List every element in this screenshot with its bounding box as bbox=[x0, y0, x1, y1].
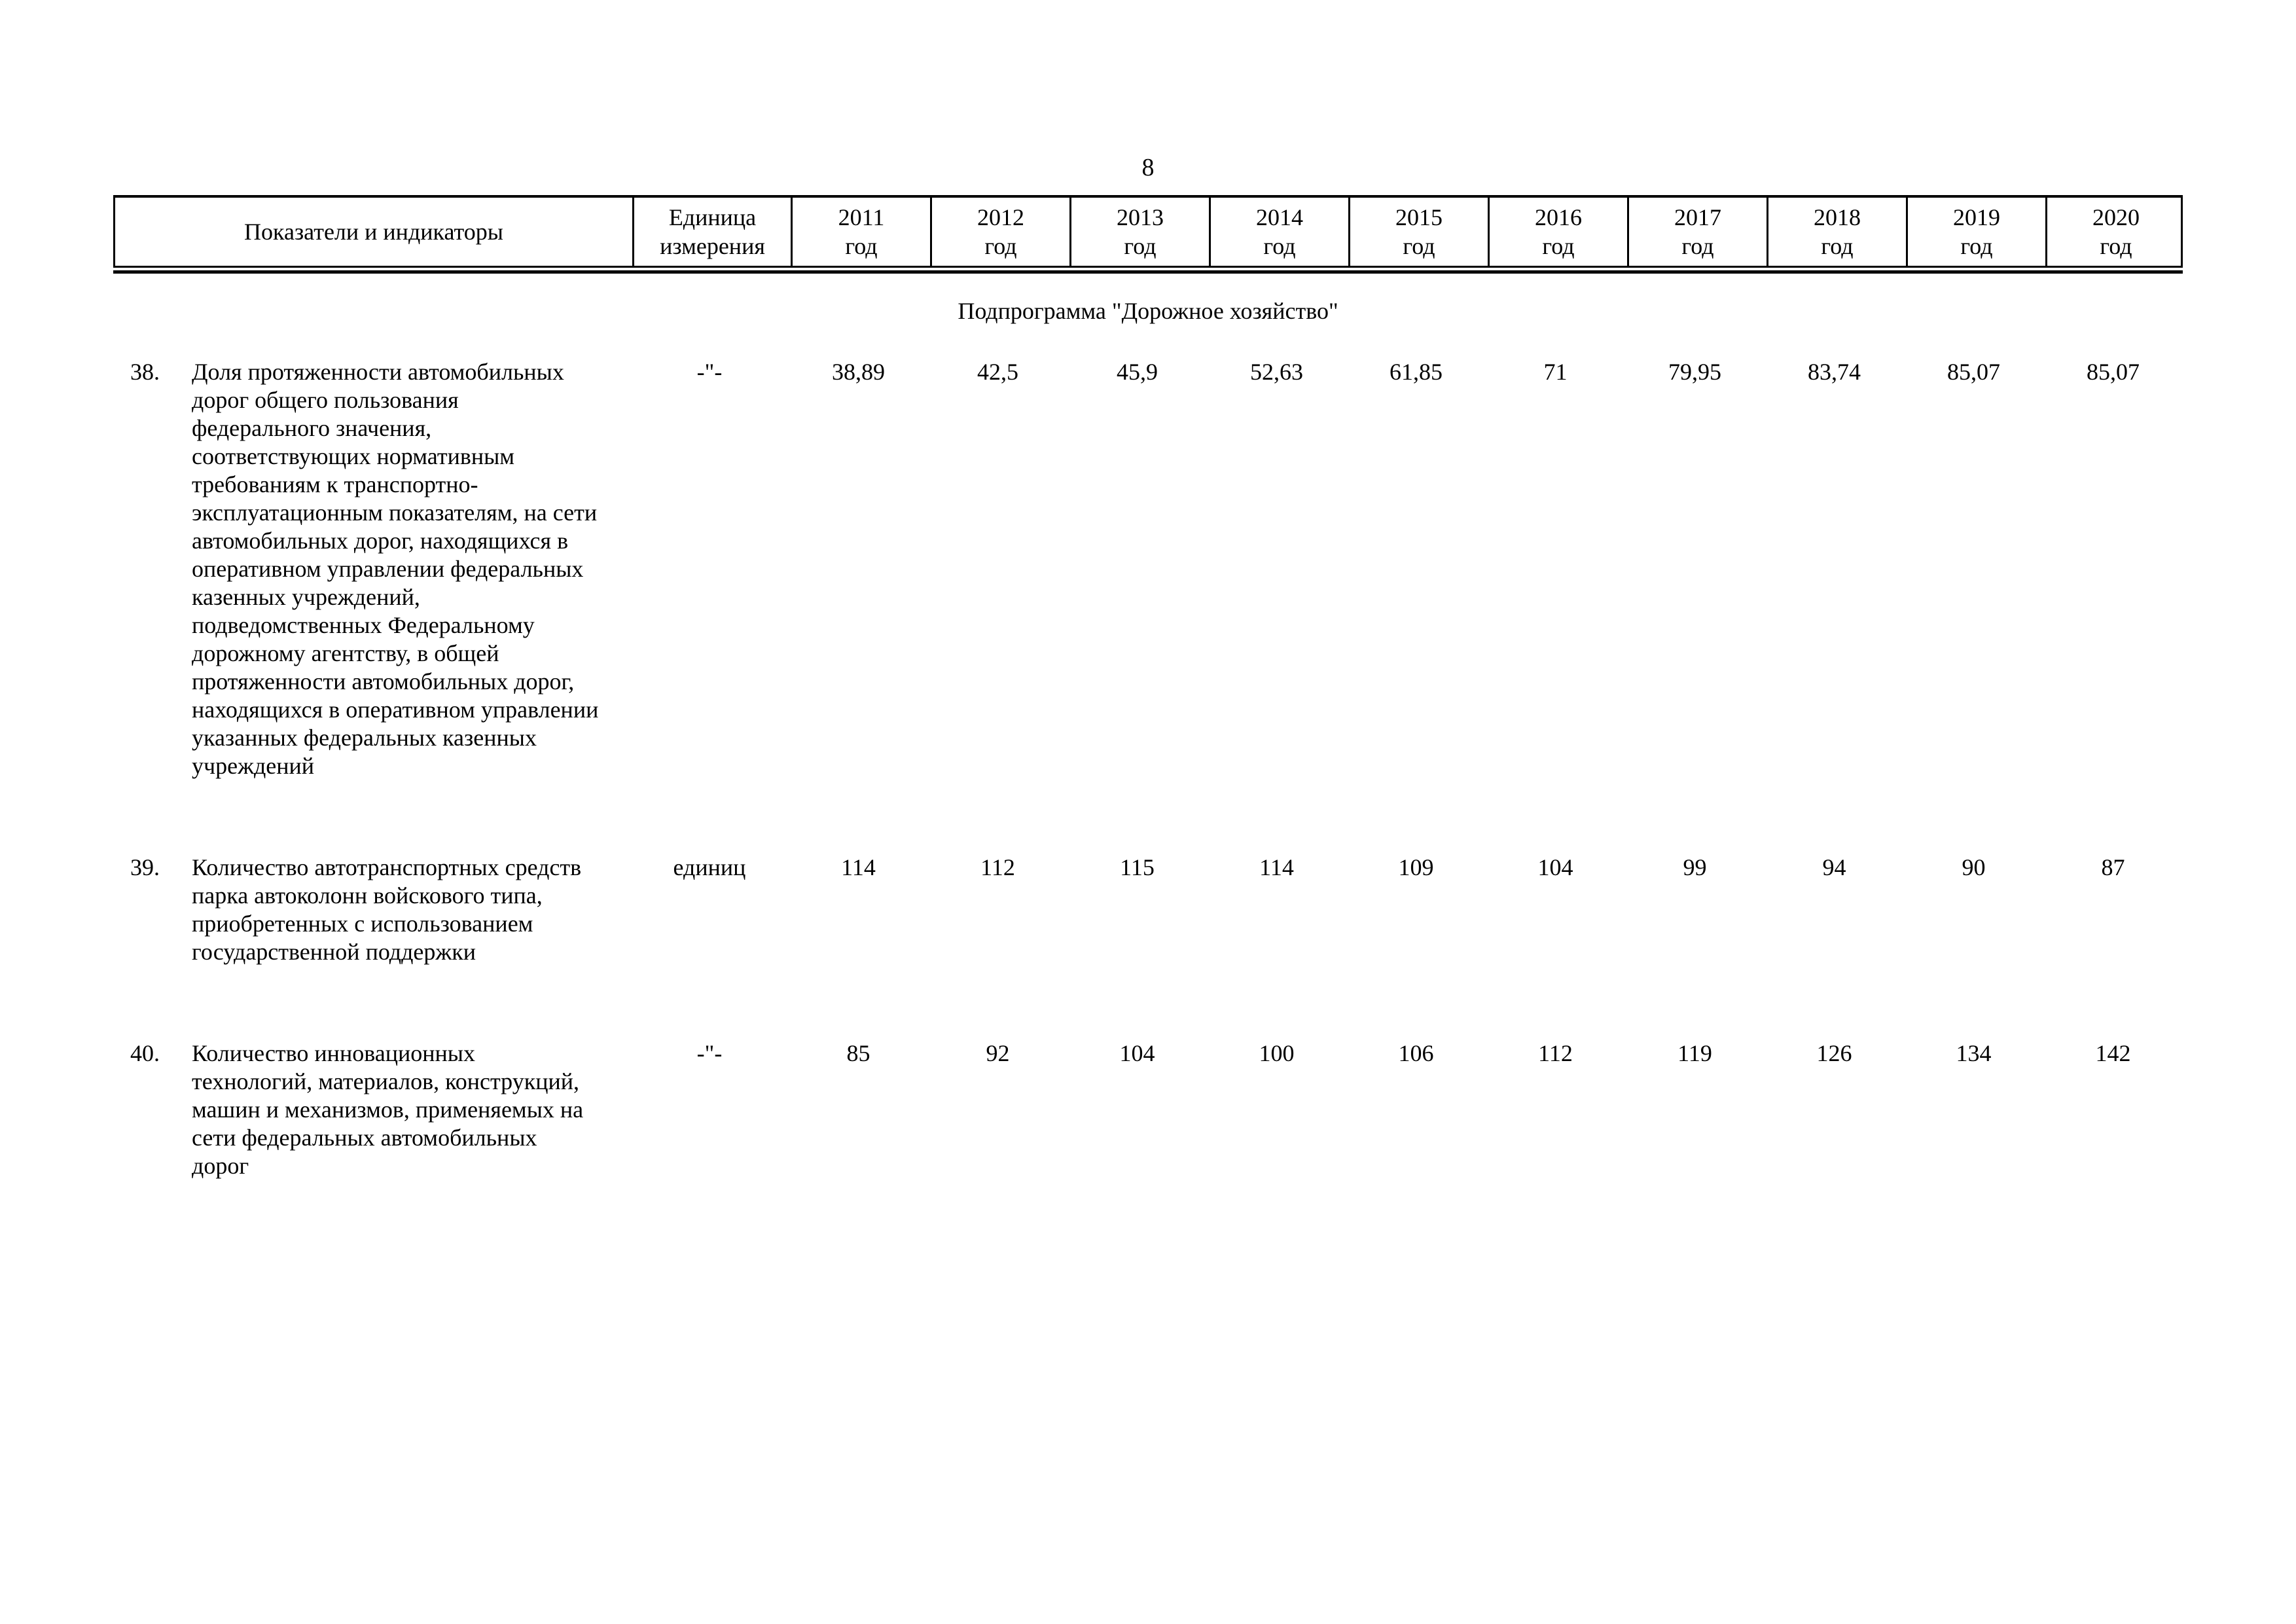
year-suffix: год bbox=[1263, 233, 1296, 259]
indicator-cell: 39. Количество автотранспортных средств … bbox=[113, 854, 630, 966]
year-suffix: год bbox=[2100, 233, 2132, 259]
value-2016: 112 bbox=[1538, 1040, 1573, 1066]
year-label: 2018 bbox=[1814, 204, 1861, 230]
year-suffix: год bbox=[1681, 233, 1714, 259]
value-2019: 90 bbox=[1962, 854, 1986, 880]
table-row: 39. Количество автотранспортных средств … bbox=[113, 854, 2183, 966]
year-label: 2011 bbox=[838, 204, 885, 230]
value-2014: 52,63 bbox=[1250, 359, 1303, 385]
row-number: 38. bbox=[130, 359, 160, 385]
header-unit-line1: Единица bbox=[668, 204, 757, 230]
year-suffix: год bbox=[1821, 233, 1854, 259]
value-2020: 85,07 bbox=[2087, 359, 2140, 385]
header-year-2019: 2019 год bbox=[1906, 198, 2045, 266]
value-2012: 42,5 bbox=[977, 359, 1018, 385]
value-2011: 38,89 bbox=[832, 359, 885, 385]
year-suffix: год bbox=[1403, 233, 1435, 259]
value-2015: 109 bbox=[1398, 854, 1434, 880]
year-suffix: год bbox=[984, 233, 1017, 259]
year-label: 2016 bbox=[1535, 204, 1582, 230]
indicator-text: Количество автотранспортных средств парк… bbox=[192, 854, 582, 965]
year-label: 2012 bbox=[977, 204, 1024, 230]
value-2013: 104 bbox=[1119, 1040, 1155, 1066]
header-year-2018: 2018 год bbox=[1767, 198, 1906, 266]
header-unit: Единица измерения bbox=[632, 198, 791, 266]
indicators-table: Показатели и индикаторы Единица измерени… bbox=[113, 195, 2183, 1180]
year-label: 2020 bbox=[2092, 204, 2140, 230]
row-number: 40. bbox=[130, 1040, 160, 1066]
year-suffix: год bbox=[1542, 233, 1575, 259]
header-year-2015: 2015 год bbox=[1348, 198, 1488, 266]
indicator-text: Количество инновационных технологий, мат… bbox=[192, 1040, 584, 1179]
unit-cell: -"- bbox=[696, 359, 723, 385]
header-year-2017: 2017 год bbox=[1627, 198, 1767, 266]
value-2017: 99 bbox=[1683, 854, 1707, 880]
value-2019: 134 bbox=[1956, 1040, 1992, 1066]
header-divider bbox=[113, 270, 2183, 274]
value-2011: 85 bbox=[846, 1040, 870, 1066]
value-2017: 79,95 bbox=[1668, 359, 1721, 385]
value-2012: 92 bbox=[986, 1040, 1010, 1066]
header-indicators: Показатели и индикаторы bbox=[244, 219, 503, 245]
value-2013: 45,9 bbox=[1117, 359, 1158, 385]
value-2014: 100 bbox=[1259, 1040, 1295, 1066]
row-number: 39. bbox=[130, 854, 160, 880]
header-year-2011: 2011 год bbox=[791, 198, 930, 266]
value-2019: 85,07 bbox=[1947, 359, 2000, 385]
indicator-cell: 40. Количество инновационных технологий,… bbox=[113, 1039, 630, 1180]
year-label: 2014 bbox=[1256, 204, 1303, 230]
value-2020: 87 bbox=[2101, 854, 2125, 880]
value-2016: 104 bbox=[1537, 854, 1573, 880]
header-unit-line2: измерения bbox=[660, 233, 765, 259]
value-2018: 126 bbox=[1816, 1040, 1852, 1066]
header-year-2020: 2020 год bbox=[2045, 198, 2185, 266]
value-2016: 71 bbox=[1543, 359, 1568, 385]
year-label: 2015 bbox=[1395, 204, 1443, 230]
table-row: 38. Доля протяженности автомобильных дор… bbox=[113, 358, 2183, 780]
value-2011: 114 bbox=[841, 854, 876, 880]
year-suffix: год bbox=[1960, 233, 1993, 259]
year-label: 2017 bbox=[1674, 204, 1721, 230]
value-2015: 106 bbox=[1398, 1040, 1434, 1066]
year-suffix: год bbox=[1124, 233, 1157, 259]
indicator-cell: 38. Доля протяженности автомобильных дор… bbox=[113, 358, 630, 780]
year-label: 2013 bbox=[1117, 204, 1164, 230]
section-title: Подпрограмма "Дорожное хозяйство" bbox=[958, 298, 1338, 324]
header-year-2016: 2016 год bbox=[1488, 198, 1627, 266]
value-2015: 61,85 bbox=[1390, 359, 1443, 385]
year-suffix: год bbox=[845, 233, 878, 259]
value-2018: 83,74 bbox=[1808, 359, 1861, 385]
header-year-2012: 2012 год bbox=[930, 198, 1069, 266]
indicator-text: Доля протяженности автомобильных дорог о… bbox=[192, 359, 599, 779]
value-2013: 115 bbox=[1120, 854, 1155, 880]
value-2020: 142 bbox=[2095, 1040, 2131, 1066]
year-label: 2019 bbox=[1953, 204, 2000, 230]
header-year-2013: 2013 год bbox=[1069, 198, 1209, 266]
header-year-2014: 2014 год bbox=[1209, 198, 1348, 266]
value-2017: 119 bbox=[1677, 1040, 1712, 1066]
unit-cell: единиц bbox=[673, 854, 746, 880]
page-number: 8 bbox=[1141, 154, 1155, 181]
table-row: 40. Количество инновационных технологий,… bbox=[113, 1039, 2183, 1180]
value-2014: 114 bbox=[1259, 854, 1294, 880]
unit-cell: -"- bbox=[696, 1040, 723, 1066]
value-2018: 94 bbox=[1822, 854, 1846, 880]
value-2012: 112 bbox=[980, 854, 1015, 880]
table-header-row: Показатели и индикаторы Единица измерени… bbox=[113, 195, 2183, 268]
